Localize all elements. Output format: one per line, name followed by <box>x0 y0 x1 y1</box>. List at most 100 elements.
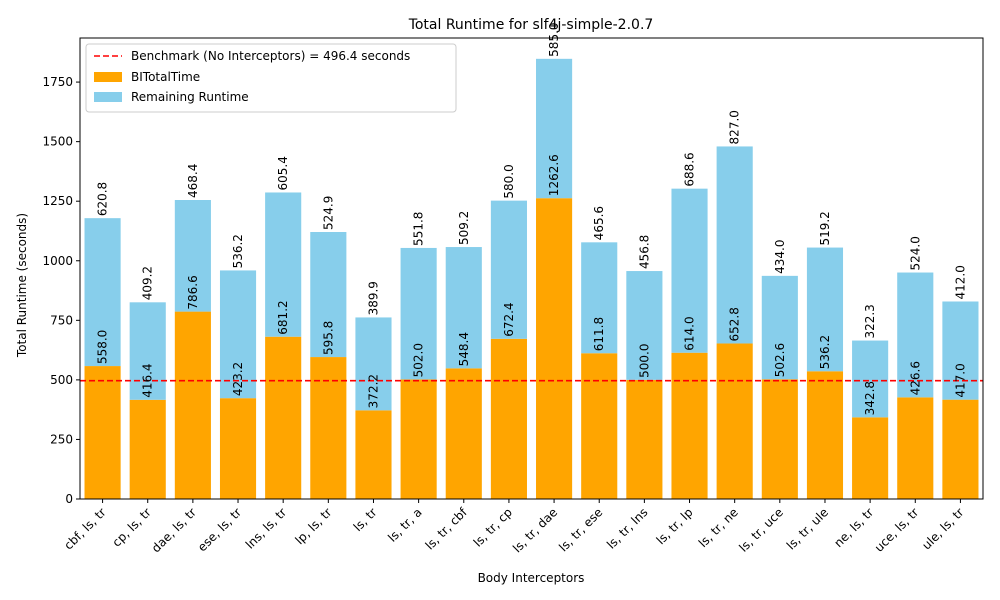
bar-remaining-runtime <box>265 192 302 337</box>
y-tick-label: 500 <box>50 373 73 387</box>
x-tick-label: lns, ls, tr <box>243 505 289 551</box>
bar-bitotaltime <box>129 399 166 499</box>
bar-remaining-runtime <box>219 270 257 399</box>
y-tick-label: 1750 <box>42 75 73 89</box>
bar-label-remaining-runtime: 519.2 <box>818 211 832 245</box>
bar-label-remaining-runtime: 524.9 <box>321 196 335 230</box>
bar-label-remaining-runtime: 456.8 <box>637 235 651 269</box>
bar-remaining-runtime <box>671 188 708 353</box>
bar-label-bitotaltime: 500.0 <box>637 344 651 378</box>
bar-label-bitotaltime: 416.4 <box>141 363 155 397</box>
bar-label-bitotaltime: 558.0 <box>96 330 110 364</box>
x-tick-label: ls, tr, cp <box>471 505 515 549</box>
bar-bitotaltime <box>852 417 889 499</box>
bar-bitotaltime <box>716 343 753 499</box>
bar-label-remaining-runtime: 434.0 <box>773 240 787 274</box>
bar-remaining-runtime <box>490 200 527 339</box>
bar-label-bitotaltime: 536.2 <box>818 335 832 369</box>
legend-box <box>85 43 457 113</box>
bar-label-remaining-runtime: 524.0 <box>908 236 922 270</box>
bar-bitotaltime <box>942 399 979 499</box>
x-tick-label: ls, tr, lns <box>604 505 650 551</box>
bar-label-remaining-runtime: 412.0 <box>953 265 967 299</box>
bar-label-bitotaltime: 502.0 <box>412 343 426 377</box>
bar-label-bitotaltime: 423.2 <box>231 362 245 396</box>
bar-label-remaining-runtime: 605.4 <box>276 156 290 190</box>
bar-remaining-runtime <box>852 340 889 418</box>
bar-label-remaining-runtime: 322.3 <box>863 304 877 338</box>
bar-label-bitotaltime: 672.4 <box>502 302 516 336</box>
bar-remaining-runtime <box>761 275 798 380</box>
x-tick-label: ls, tr, lp <box>654 505 696 547</box>
y-tick-label: 1000 <box>42 254 73 268</box>
bar-bitotaltime <box>355 410 392 499</box>
bar-bitotaltime <box>626 379 663 499</box>
bar-label-remaining-runtime: 468.4 <box>186 164 200 198</box>
bar-label-remaining-runtime: 827.0 <box>728 110 742 144</box>
x-tick-label: ule, ls, tr <box>919 505 966 552</box>
x-tick-label: ls, tr, cbf <box>423 505 471 553</box>
bar-remaining-runtime <box>806 247 844 372</box>
bar-bitotaltime <box>84 366 121 499</box>
bar-remaining-runtime <box>400 247 437 380</box>
bar-remaining-runtime <box>897 272 934 398</box>
bar-remaining-runtime <box>310 232 347 358</box>
bar-remaining-runtime <box>84 218 121 367</box>
x-tick-label: ls, tr, uce <box>736 505 786 555</box>
y-tick-label: 1500 <box>42 135 73 149</box>
y-tick-label: 1250 <box>42 194 73 208</box>
bar-label-remaining-runtime: 389.9 <box>366 281 380 315</box>
x-tick-label: ls, tr, a <box>385 505 424 544</box>
bar-label-bitotaltime: 681.2 <box>276 300 290 334</box>
x-tick-label: ls, tr, dae <box>510 505 560 555</box>
chart-title: Total Runtime for slf4j-simple-2.0.7 <box>408 17 654 33</box>
y-tick-label: 0 <box>65 492 73 506</box>
bar-label-bitotaltime: 614.0 <box>683 316 697 350</box>
bar-remaining-runtime <box>581 242 618 354</box>
y-axis-title: Total Runtime (seconds) <box>15 213 29 358</box>
bar-label-bitotaltime: 786.6 <box>186 275 200 309</box>
legend-benchmark-label: Benchmark (No Interceptors) = 496.4 seco… <box>131 49 410 63</box>
bar-label-bitotaltime: 426.6 <box>908 361 922 395</box>
bar-remaining-runtime <box>174 200 211 312</box>
bar-bitotaltime <box>490 338 527 499</box>
x-axis-title: Body Interceptors <box>478 571 585 585</box>
x-tick-label: dae, ls, tr <box>149 505 199 555</box>
legend-label: BITotalTime <box>131 70 200 84</box>
bar-label-remaining-runtime: 536.2 <box>231 234 245 268</box>
bar-bitotaltime <box>445 368 482 499</box>
bar-label-remaining-runtime: 688.6 <box>683 152 697 186</box>
bar-bitotaltime <box>581 353 618 499</box>
bar-label-bitotaltime: 372.2 <box>366 374 380 408</box>
bar-labels-layer: 558.0 620.8 416.4 409.2 786.6 468.4 423.2 536.2… <box>96 22 968 415</box>
bar-remaining-runtime <box>716 146 753 344</box>
bar-bitotaltime <box>219 398 257 499</box>
y-tick-label: 250 <box>50 432 73 446</box>
bar-label-bitotaltime: 652.8 <box>728 307 742 341</box>
bar-label-remaining-runtime: 509.2 <box>457 211 471 245</box>
bar-bitotaltime <box>536 198 573 499</box>
x-tick-label: cbf, ls, tr <box>61 505 108 552</box>
bar-bitotaltime <box>400 379 437 499</box>
plot-frame <box>79 37 984 500</box>
x-tick-label: lp, ls, tr <box>292 505 334 547</box>
bar-label-remaining-runtime: 551.8 <box>412 212 426 246</box>
bar-label-bitotaltime: 595.8 <box>321 321 335 355</box>
bar-label-remaining-runtime: 580.0 <box>502 164 516 198</box>
bar-remaining-runtime <box>355 317 392 411</box>
bar-bitotaltime <box>671 352 708 499</box>
legend-swatch <box>94 92 122 102</box>
bars-layer <box>84 58 979 499</box>
legend: Benchmark (No Interceptors) = 496.4 seco… <box>85 43 457 113</box>
bar-bitotaltime <box>310 357 347 499</box>
legend-label: Remaining Runtime <box>131 90 249 104</box>
x-tick-label: ls, tr, ne <box>696 505 741 550</box>
bar-label-bitotaltime: 1262.6 <box>547 154 561 196</box>
y-tick-label: 750 <box>50 313 73 327</box>
bar-label-bitotaltime: 342.8 <box>863 381 877 415</box>
bar-remaining-runtime <box>445 247 482 369</box>
bar-bitotaltime <box>265 336 302 499</box>
bar-label-bitotaltime: 611.8 <box>592 317 606 351</box>
